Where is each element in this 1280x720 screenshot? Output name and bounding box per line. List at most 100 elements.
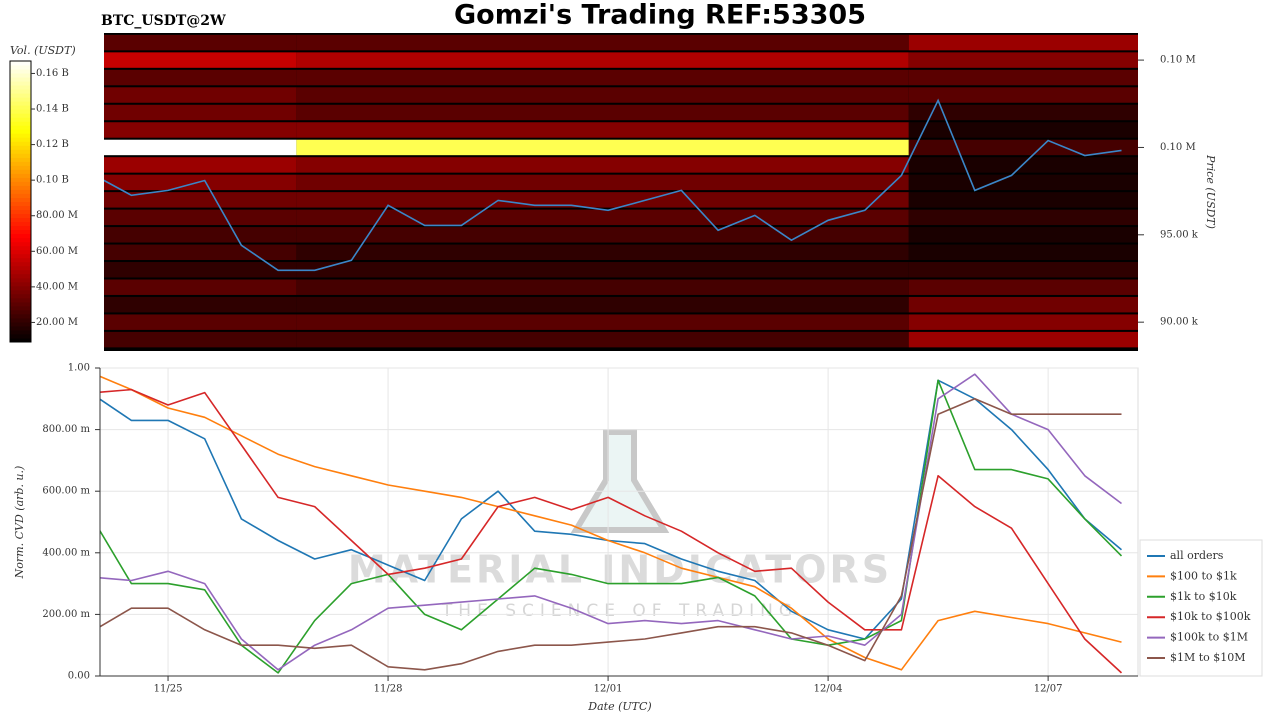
y-tick-label: 800.00 m <box>42 424 90 435</box>
series-line <box>100 397 1122 671</box>
heat-cell <box>908 87 1138 103</box>
price-line <box>104 98 1122 272</box>
heat-cell <box>296 296 909 313</box>
colorbar-stripe <box>10 93 31 98</box>
colorbar-stripe <box>10 213 31 219</box>
colorbar-stripe <box>10 197 31 202</box>
heat-cell <box>104 244 297 261</box>
legend-label: $10k to $100k <box>1170 610 1251 623</box>
legend-label: $1M to $10M <box>1170 651 1246 664</box>
colorbar-stripe <box>10 241 31 247</box>
heat-cell <box>908 174 1138 191</box>
heat-cell <box>104 227 297 243</box>
heat-cell <box>908 192 1138 208</box>
colorbar-stripe <box>10 141 31 146</box>
colorbar-tick-label: 0.12 B <box>36 139 69 150</box>
heat-cell <box>104 296 297 313</box>
colorbar-stripe <box>10 217 31 223</box>
heat-cell <box>104 87 297 103</box>
heat-cell <box>908 69 1138 86</box>
heat-cell <box>296 227 909 243</box>
colorbar-stripe <box>10 273 31 279</box>
series-group <box>100 373 1123 674</box>
heat-cell <box>908 157 1138 173</box>
colorbar-tick-label: 40.00 M <box>36 281 78 292</box>
colorbar-stripe <box>10 109 31 114</box>
legend-label: all orders <box>1170 549 1224 562</box>
heat-cell <box>296 52 909 68</box>
heat-cell <box>908 331 1138 348</box>
colorbar-stripe <box>10 245 31 251</box>
colorbar-stripe <box>10 193 31 198</box>
colorbar-stripe <box>10 269 31 275</box>
colorbar-stripe <box>10 265 31 271</box>
chart-title: Gomzi's Trading REF:53305 <box>454 0 866 31</box>
heat-cell <box>296 139 909 156</box>
legend-label: $1k to $10k <box>1170 590 1237 603</box>
colorbar-stripe <box>10 313 31 319</box>
colorbar-stripe <box>10 137 31 142</box>
y-axis-label: Price (USDT) <box>1204 154 1217 229</box>
heat-cell <box>908 314 1138 330</box>
colorbar-stripe <box>10 157 31 162</box>
y-tick-label: 90.00 k <box>1160 317 1199 328</box>
x-tick-label: 12/07 <box>1034 684 1063 695</box>
colorbar-stripe <box>10 101 31 106</box>
colorbar-stripe <box>10 89 31 94</box>
heat-cell <box>296 122 909 138</box>
colorbar-stripe <box>10 73 31 78</box>
series-line <box>100 388 1123 674</box>
colorbar-stripe <box>10 309 31 315</box>
heat-cell <box>296 34 909 51</box>
heat-cell <box>104 314 297 330</box>
heat-cell <box>296 314 909 330</box>
heat-cell <box>296 104 909 121</box>
colorbar-stripe <box>10 181 31 186</box>
heat-cell <box>104 122 297 138</box>
colorbar-stripe <box>10 289 31 295</box>
colorbar-stripe <box>10 145 31 150</box>
colorbar-stripe <box>10 105 31 110</box>
colorbar-stripe <box>10 317 31 323</box>
colorbar-stripe <box>10 301 31 307</box>
heat-cell <box>296 174 909 191</box>
colorbar-stripe <box>10 325 31 331</box>
colorbar-stripe <box>10 205 31 211</box>
heat-cell <box>296 244 909 261</box>
colorbar-stripe <box>10 161 31 166</box>
heat-cell <box>908 227 1138 243</box>
heat-cell <box>296 157 909 173</box>
colorbar <box>10 61 31 343</box>
x-tick-label: 11/28 <box>374 684 403 695</box>
heat-cell <box>908 296 1138 313</box>
heat-cell <box>908 262 1138 278</box>
symbol: BTC_USDT@2W <box>101 13 226 29</box>
colorbar-stripe <box>10 201 31 207</box>
colorbar-stripe <box>10 285 31 291</box>
series-line <box>100 375 1122 671</box>
colorbar-tick-label: 0.16 B <box>36 68 69 79</box>
x-tick-label: 11/25 <box>154 684 183 695</box>
colorbar-tick-label: 80.00 M <box>36 210 78 221</box>
heatmap <box>104 34 1138 348</box>
colorbar-stripe <box>10 153 31 158</box>
legend-label: $100k to $1M <box>1170 631 1248 644</box>
y-tick-label: 0.10 M <box>1160 55 1196 66</box>
colorbar-stripe <box>10 85 31 90</box>
heat-cell <box>296 331 909 348</box>
x-tick-label: 12/01 <box>594 684 623 695</box>
series-line <box>100 373 1122 671</box>
heat-cell <box>296 192 909 208</box>
heat-cell <box>104 34 297 51</box>
heat-cell <box>104 104 297 121</box>
y-tick-label: 1.00 <box>68 363 90 374</box>
colorbar-stripe <box>10 225 31 231</box>
colorbar-stripe <box>10 65 31 70</box>
colorbar-stripe <box>10 149 31 154</box>
legend-label: $100 to $1k <box>1170 569 1237 582</box>
watermark-icon <box>570 429 670 533</box>
colorbar-stripe <box>10 209 31 215</box>
colorbar-stripe <box>10 321 31 327</box>
colorbar-stripe <box>10 293 31 299</box>
